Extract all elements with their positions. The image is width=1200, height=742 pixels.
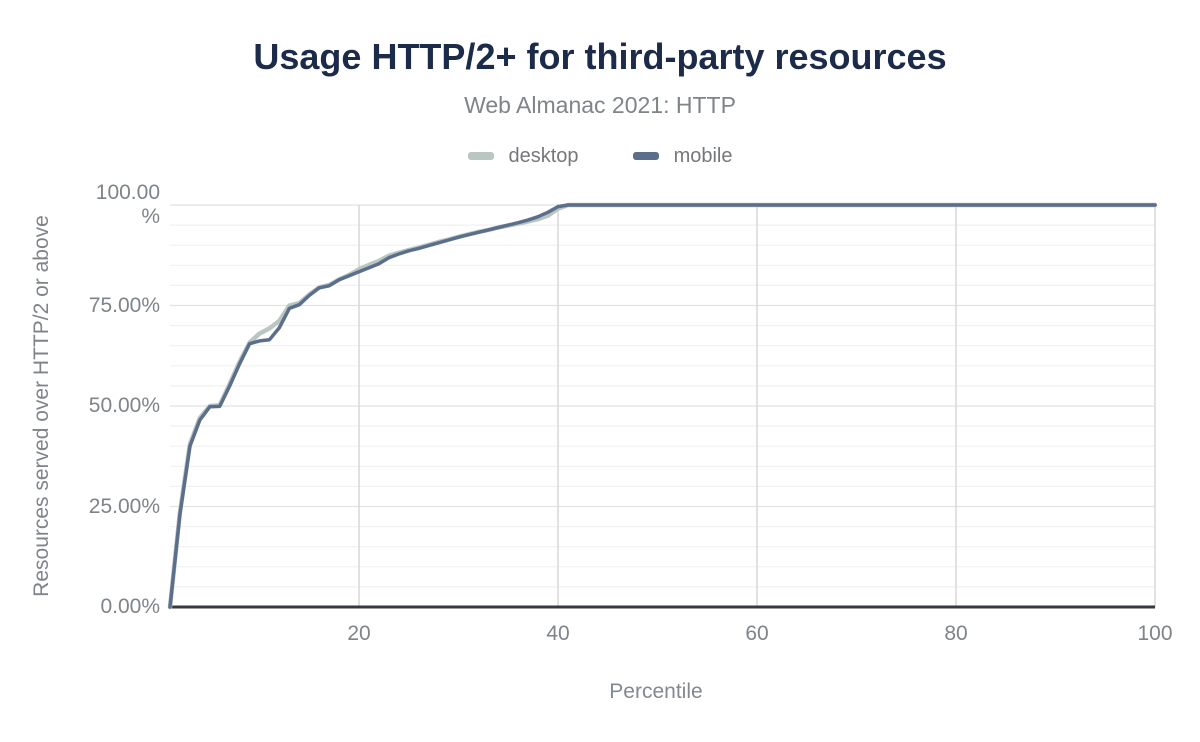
plot-area: [167, 202, 1158, 610]
y-tick-75: 75.00%: [88, 293, 160, 317]
legend-label-desktop: desktop: [508, 144, 579, 167]
desktop-series-swatch-icon: [467, 152, 494, 160]
x-tick-60: 60: [745, 622, 769, 645]
chart-title: Usage HTTP/2+ for third-party resources: [253, 36, 947, 77]
y-tick-25: 25.00%: [88, 494, 160, 518]
legend-label-mobile: mobile: [673, 144, 733, 167]
legend: desktop mobile: [0, 143, 1200, 169]
x-tick-80: 80: [944, 622, 968, 645]
chart-subtitle: Web Almanac 2021: HTTP: [464, 92, 736, 118]
y-tick-50: 50.00%: [88, 394, 160, 417]
mobile-series-swatch-icon: [632, 152, 659, 160]
legend-item-desktop: desktop: [467, 144, 579, 168]
x-tick-100: 100: [1137, 622, 1173, 645]
x-tick-20: 20: [347, 622, 371, 645]
legend-item-mobile: mobile: [632, 144, 733, 168]
y-tick-0: 0.00%: [100, 595, 160, 618]
x-tick-40: 40: [546, 622, 570, 645]
x-axis-title: Percentile: [609, 680, 703, 703]
y-tick-100: 100.00 %: [95, 181, 160, 228]
